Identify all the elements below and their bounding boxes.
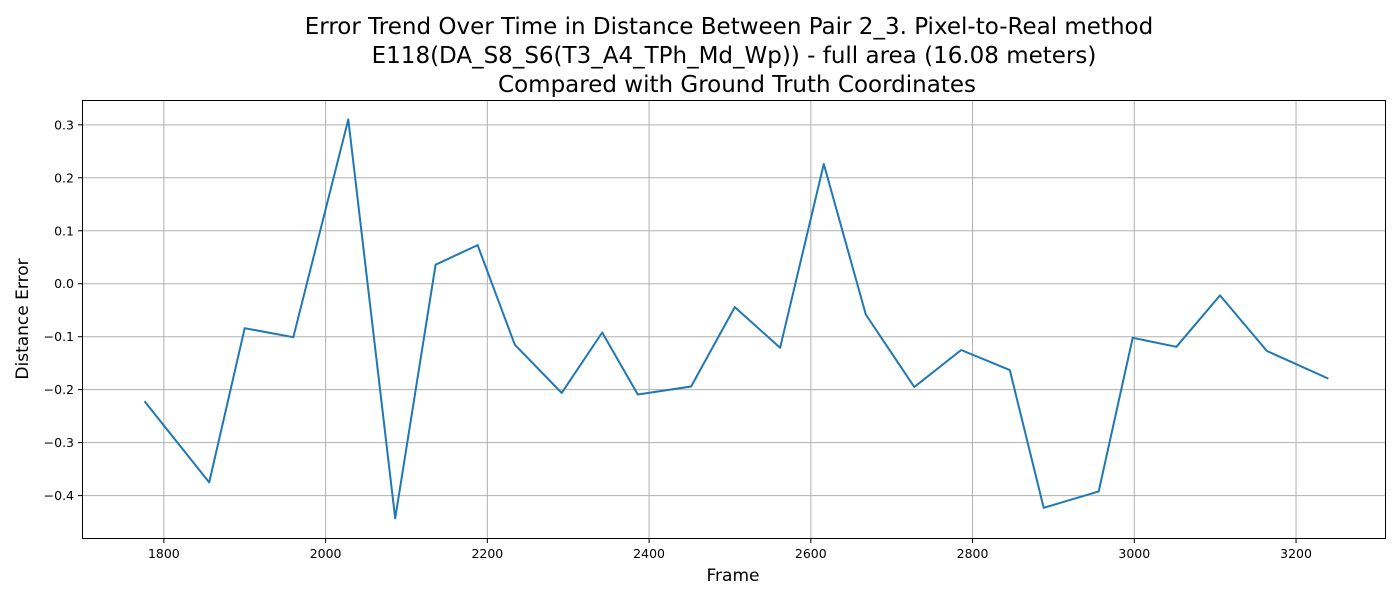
- y-tick-label: 0.0: [54, 276, 74, 291]
- axis-ticks: 1800 2000 2200 2400 2600 2800 3000 3200 −0.4 −0.3…: [44, 117, 1312, 561]
- y-tick-label: −0.2: [44, 382, 74, 397]
- grid-lines: [83, 101, 1385, 538]
- plot-area-frame: [82, 100, 1386, 539]
- x-tick-label: 2600: [795, 546, 827, 561]
- chart-title-line-1: Error Trend Over Time in Distance Betwee…: [305, 14, 1153, 40]
- x-axis-label: Frame: [707, 566, 760, 586]
- x-tick-label: 2800: [957, 546, 989, 561]
- chart-title-line-3: Compared with Ground Truth Coordinates: [498, 72, 976, 98]
- y-tick-label: 0.2: [54, 170, 74, 185]
- x-tick-label: 3000: [1118, 546, 1150, 561]
- x-tick-label: 1800: [148, 546, 180, 561]
- x-tick-label: 2000: [310, 546, 342, 561]
- x-tick-label: 2200: [471, 546, 503, 561]
- y-tick-label: 0.1: [54, 223, 74, 238]
- y-tick-label: −0.1: [44, 329, 74, 344]
- chart-title-line-2: E118(DA_S8_S6(T3_A4_TPh_Md_Wp)) - full a…: [372, 43, 1097, 69]
- series-line: [143, 118, 1329, 520]
- series-layer: [143, 118, 1329, 520]
- y-axis-label: Distance Error: [13, 258, 33, 379]
- y-tick-label: 0.3: [54, 117, 74, 132]
- y-tick-label: −0.4: [44, 488, 74, 503]
- y-tick-label: −0.3: [44, 435, 74, 450]
- x-tick-label: 2400: [633, 546, 665, 561]
- x-tick-label: 3200: [1280, 546, 1312, 561]
